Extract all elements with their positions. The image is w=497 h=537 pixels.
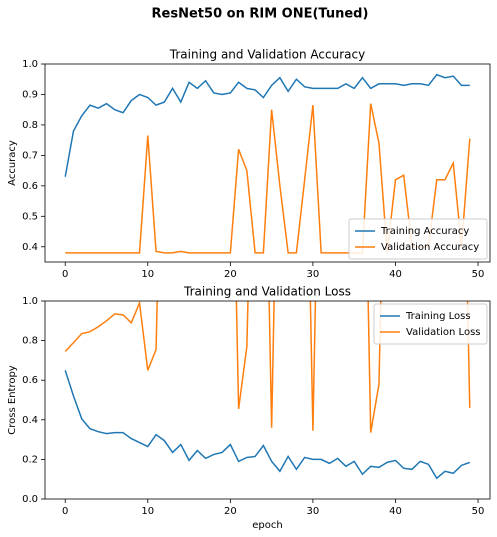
line-series bbox=[65, 103, 471, 254]
x-tick-label: 30 bbox=[307, 506, 320, 517]
y-axis-label: Cross Entropy bbox=[7, 365, 18, 435]
plot-area bbox=[64, 301, 471, 480]
x-tick-label: 20 bbox=[224, 269, 237, 280]
x-tick-label: 40 bbox=[389, 506, 402, 517]
x-tick-label: 40 bbox=[389, 269, 402, 280]
x-tick-label: 50 bbox=[472, 506, 485, 517]
x-tick-label: 20 bbox=[224, 506, 237, 517]
legend-label: Validation Loss bbox=[406, 327, 481, 338]
line-series bbox=[64, 73, 470, 177]
chart-title: Training and Validation Loss bbox=[183, 285, 351, 299]
y-axis-label: Accuracy bbox=[7, 140, 18, 186]
y-tick-label: 1.0 bbox=[22, 59, 38, 70]
plot-area bbox=[64, 73, 471, 254]
legend-box bbox=[348, 218, 488, 260]
y-tick-label: 0.5 bbox=[22, 211, 38, 222]
y-tick-label: 0.0 bbox=[22, 494, 38, 505]
x-tick-label: 10 bbox=[141, 269, 154, 280]
y-tick-label: 0.2 bbox=[22, 454, 38, 465]
x-tick-label: 0 bbox=[62, 269, 68, 280]
axes-frame bbox=[44, 300, 491, 500]
chart-title: Training and Validation Accuracy bbox=[169, 48, 365, 62]
line-series bbox=[64, 370, 471, 480]
axes-frame bbox=[44, 63, 491, 263]
legend-box bbox=[373, 303, 488, 345]
x-axis-label: epoch bbox=[252, 520, 282, 531]
x-tick-label: 30 bbox=[307, 269, 320, 280]
legend-label: Validation Accuracy bbox=[381, 242, 479, 253]
y-tick-label: 0.4 bbox=[22, 415, 38, 426]
y-tick-label: 0.7 bbox=[22, 150, 38, 161]
y-tick-label: 0.8 bbox=[22, 336, 38, 347]
legend-label: Training Loss bbox=[405, 311, 471, 322]
line-series bbox=[64, 301, 471, 433]
y-tick-label: 0.4 bbox=[22, 242, 38, 253]
legend-label: Training Accuracy bbox=[380, 226, 469, 237]
y-tick-label: 0.6 bbox=[22, 375, 38, 386]
x-tick-label: 10 bbox=[141, 506, 154, 517]
y-tick-label: 0.9 bbox=[22, 89, 38, 100]
figure-title: ResNet50 on RIM ONE(Tuned) bbox=[152, 7, 369, 22]
y-tick-label: 0.6 bbox=[22, 181, 38, 192]
x-tick-label: 0 bbox=[62, 506, 68, 517]
y-tick-label: 0.8 bbox=[22, 120, 38, 131]
y-tick-label: 1.0 bbox=[22, 296, 38, 307]
x-tick-label: 50 bbox=[472, 269, 485, 280]
